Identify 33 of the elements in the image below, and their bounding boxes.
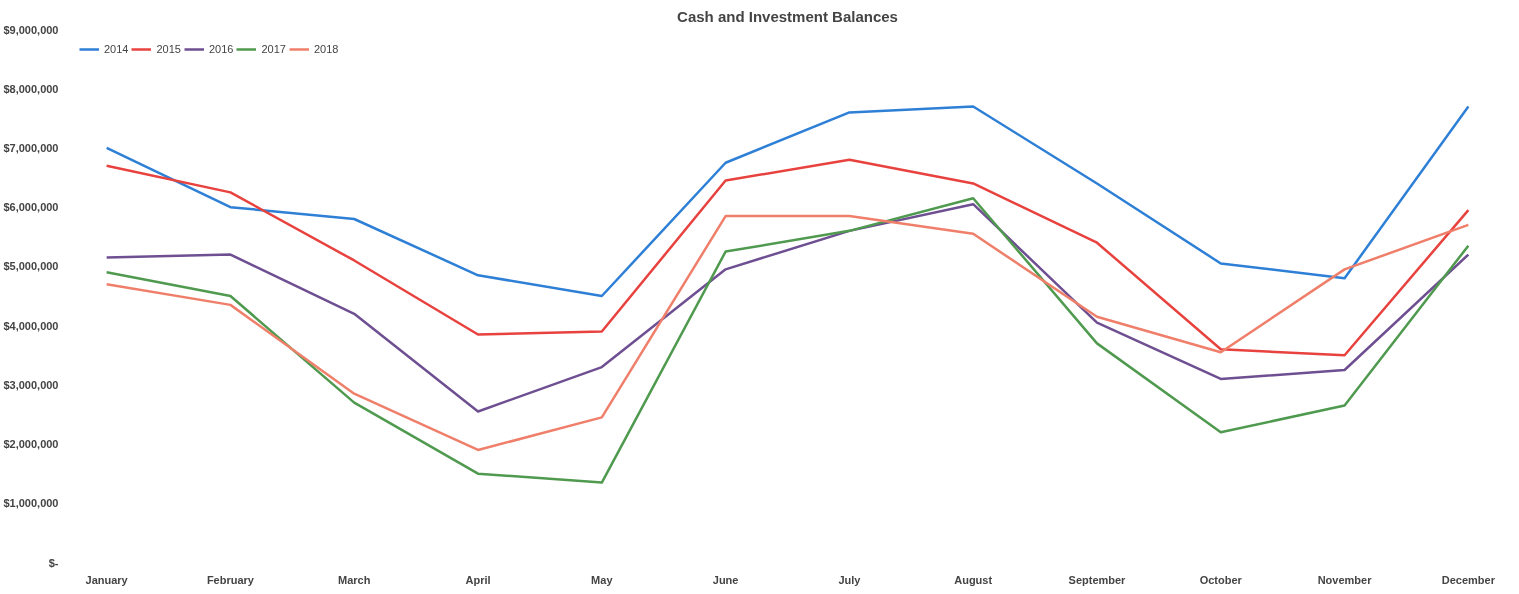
x-tick-label: November bbox=[1317, 573, 1373, 586]
x-tick-label: September bbox=[1068, 573, 1127, 586]
y-tick-label: $9,000,000 bbox=[3, 23, 59, 36]
y-tick-label: $- bbox=[48, 556, 59, 569]
x-tick-label: May bbox=[591, 573, 614, 586]
legend-label: 2014 bbox=[104, 43, 129, 55]
y-tick-label: $6,000,000 bbox=[3, 201, 59, 214]
y-tick-label: $2,000,000 bbox=[3, 438, 59, 451]
line-series bbox=[105, 105, 1470, 298]
y-tick-label: $8,000,000 bbox=[3, 82, 59, 95]
y-tick-label: $1,000,000 bbox=[3, 497, 59, 510]
line-series bbox=[105, 158, 1470, 357]
x-tick-label: March bbox=[338, 573, 371, 586]
line-series bbox=[105, 197, 1470, 484]
x-tick-label: August bbox=[954, 573, 993, 586]
y-tick-label: $5,000,000 bbox=[3, 260, 59, 273]
legend-label: 2018 bbox=[313, 43, 339, 55]
x-tick-label: December bbox=[1441, 573, 1496, 586]
y-tick-label: $7,000,000 bbox=[3, 141, 59, 154]
y-tick-label: $3,000,000 bbox=[3, 378, 59, 391]
y-tick-label: $4,000,000 bbox=[3, 319, 59, 332]
x-tick-label: October bbox=[1199, 573, 1243, 586]
x-tick-label: January bbox=[85, 573, 129, 586]
x-tick-label: June bbox=[712, 573, 739, 586]
x-tick-label: February bbox=[206, 573, 255, 586]
legend-label: 2015 bbox=[156, 43, 181, 55]
line-series bbox=[105, 214, 1470, 452]
x-tick-label: July bbox=[838, 573, 862, 586]
legend-label: 2017 bbox=[261, 43, 286, 55]
line-series bbox=[105, 202, 1470, 413]
legend-label: 2016 bbox=[208, 43, 234, 55]
x-tick-label: April bbox=[465, 573, 491, 586]
chart-title: Cash and Investment Balances bbox=[677, 7, 898, 25]
